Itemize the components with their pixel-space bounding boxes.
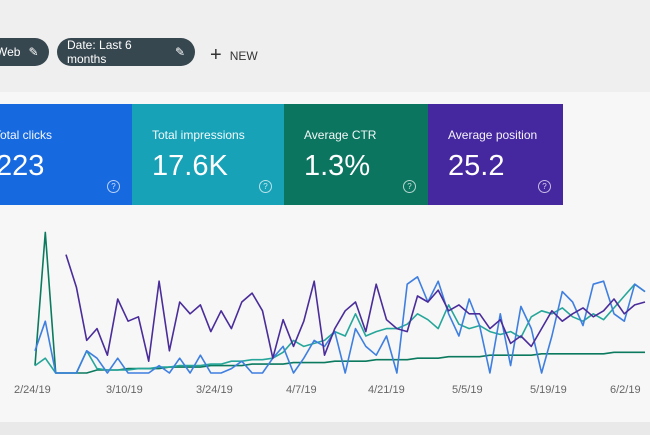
filter-type-label: Web	[0, 45, 21, 59]
plus-icon: +	[210, 44, 222, 66]
pencil-icon: ✎	[28, 45, 39, 59]
metric-label: Total impressions	[152, 128, 245, 142]
series-line-2	[34, 275, 646, 374]
metric-value: 17.6K	[152, 150, 228, 182]
metric-label: Average CTR	[304, 128, 377, 142]
x-tick-label: 2/24/19	[14, 384, 51, 396]
filter-bar: Web ✎ Date: Last 6 months ✎ + NEW	[0, 0, 650, 92]
x-tick-label: 3/10/19	[106, 384, 143, 396]
x-tick-label: 5/19/19	[530, 384, 567, 396]
new-filter-button[interactable]: + NEW	[210, 44, 258, 67]
metric-value: 25.2	[448, 150, 505, 182]
help-icon[interactable]: ?	[538, 180, 551, 193]
metric-card-impressions[interactable]: Total impressions 17.6K ?	[132, 104, 284, 205]
metric-label: Average position	[448, 128, 538, 142]
x-tick-label: 3/24/19	[196, 384, 233, 396]
metric-label: Total clicks	[0, 128, 53, 142]
x-tick-label: 6/2/19	[610, 384, 641, 396]
pencil-icon: ✎	[174, 45, 185, 59]
series-line-3	[65, 254, 646, 363]
series-line-1	[34, 283, 646, 374]
metric-value: 1.3%	[304, 150, 371, 182]
metric-card-ctr[interactable]: Average CTR 1.3% ?	[284, 104, 428, 205]
filter-chip-type[interactable]: Web ✎	[0, 38, 49, 66]
filter-date-label: Date: Last 6 months	[67, 38, 132, 66]
x-tick-label: 4/7/19	[286, 384, 317, 396]
metric-card-clicks[interactable]: Total clicks 223 ?	[0, 104, 132, 205]
help-icon[interactable]: ?	[259, 180, 272, 193]
help-icon[interactable]: ?	[107, 180, 120, 193]
x-tick-label: 5/5/19	[452, 384, 483, 396]
metric-value: 223	[0, 150, 45, 182]
help-icon[interactable]: ?	[403, 180, 416, 193]
x-tick-label: 4/21/19	[368, 384, 405, 396]
filter-chip-date[interactable]: Date: Last 6 months ✎	[57, 38, 195, 66]
new-label: NEW	[229, 48, 258, 63]
metric-card-position[interactable]: Average position 25.2 ?	[428, 104, 563, 205]
